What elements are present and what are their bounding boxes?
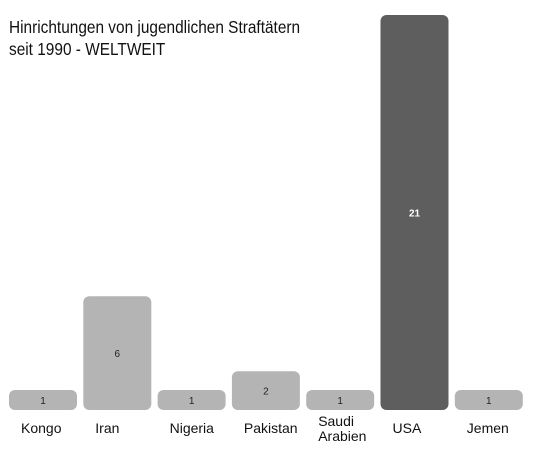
bar-saudi-arabien bbox=[306, 390, 375, 410]
bar-usa bbox=[380, 15, 449, 410]
chart-title-line-2: seit 1990 - WELTWEIT bbox=[9, 39, 166, 59]
bar-value-pakistan: 2 bbox=[263, 387, 269, 398]
category-label-kongo: Kongo bbox=[21, 420, 62, 436]
category-label-jemen: Jemen bbox=[467, 420, 509, 436]
bar-iran bbox=[83, 296, 152, 410]
category-labels-group: Kongo Iran Nigeria Pakistan Saudi Arabien USA J… bbox=[21, 413, 509, 444]
category-label-nigeria: Nigeria bbox=[170, 420, 215, 436]
bar-value-saudi-arabien: 1 bbox=[337, 396, 343, 407]
category-label-saudi-arabien: Saudi Arabien bbox=[318, 413, 366, 444]
bar-value-kongo: 1 bbox=[40, 396, 46, 407]
category-label-usa: USA bbox=[393, 420, 422, 436]
bar-value-iran: 6 bbox=[115, 349, 121, 360]
bars-group bbox=[9, 15, 523, 410]
bar-value-usa: 21 bbox=[409, 209, 421, 220]
category-label-pakistan: Pakistan bbox=[244, 420, 298, 436]
bar-kongo bbox=[9, 390, 77, 410]
bar-pakistan bbox=[231, 371, 300, 410]
chart-title: Hinrichtungen von jugendlichen Straftäte… bbox=[9, 16, 300, 60]
category-label-iran: Iran bbox=[95, 420, 119, 436]
bar-nigeria bbox=[157, 390, 226, 410]
chart-title-line-1: Hinrichtungen von jugendlichen Straftäte… bbox=[9, 17, 301, 37]
bar-jemen bbox=[454, 390, 523, 410]
bar-value-jemen: 1 bbox=[486, 396, 492, 407]
bar-value-nigeria: 1 bbox=[189, 396, 195, 407]
